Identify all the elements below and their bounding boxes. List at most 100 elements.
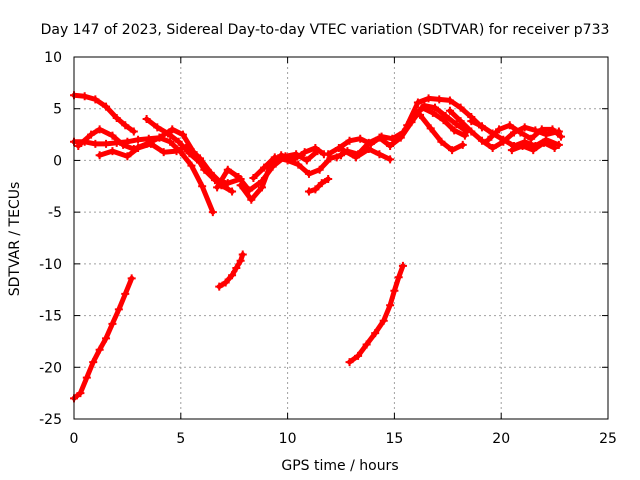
data-point	[178, 130, 187, 139]
data-point	[95, 345, 104, 354]
series-arc-1	[70, 91, 138, 136]
y-axis-label: SDTVAR / TECUs	[7, 182, 23, 297]
y-tick-label: -5	[48, 205, 62, 221]
data-point	[379, 316, 388, 325]
data-point	[163, 129, 172, 138]
data-point	[270, 153, 279, 162]
data-point	[300, 148, 309, 157]
data-point	[375, 133, 384, 142]
data-point	[351, 153, 360, 162]
data-point	[413, 98, 422, 107]
data-point	[108, 319, 117, 328]
data-point	[375, 150, 384, 159]
series-arc-7	[236, 144, 328, 204]
data-point	[215, 282, 224, 291]
data-point	[127, 274, 136, 283]
series-arc-17	[484, 121, 566, 144]
data-point	[223, 165, 232, 174]
data-point	[505, 121, 514, 130]
x-tick-label: 25	[599, 431, 617, 447]
data-point	[537, 125, 546, 134]
data-point	[339, 146, 348, 155]
data-point	[134, 144, 143, 153]
data-point	[108, 131, 117, 140]
data-point	[228, 187, 237, 196]
data-point	[557, 132, 566, 141]
data-point	[102, 102, 111, 111]
data-point	[174, 137, 183, 146]
data-point	[102, 139, 111, 148]
data-point	[529, 146, 538, 155]
x-tick-label: 10	[279, 431, 297, 447]
data-point	[119, 140, 128, 149]
data-point	[484, 135, 493, 144]
data-point	[396, 133, 405, 142]
data-point	[257, 183, 266, 192]
data-point	[334, 144, 343, 153]
data-point	[426, 124, 435, 133]
data-point	[437, 137, 446, 146]
data-point	[364, 145, 373, 154]
data-point	[390, 286, 399, 295]
data-point	[371, 329, 380, 338]
data-point	[554, 140, 563, 149]
data-point	[550, 144, 559, 153]
data-point	[221, 278, 230, 287]
data-point	[208, 208, 217, 217]
data-point	[452, 120, 461, 129]
data-point	[354, 351, 363, 360]
data-point	[403, 121, 412, 130]
data-point	[213, 183, 222, 192]
data-point	[345, 136, 354, 145]
data-point	[304, 187, 313, 196]
x-axis-label: GPS time / hours	[281, 458, 398, 474]
series-arc-13	[403, 94, 486, 132]
data-point	[142, 115, 151, 124]
data-point	[467, 127, 476, 136]
y-tick-label: 5	[53, 102, 62, 118]
data-point	[82, 373, 91, 382]
data-point	[123, 152, 132, 161]
data-point	[168, 125, 177, 134]
data-point	[386, 301, 395, 310]
data-point	[87, 130, 96, 139]
data-point	[439, 116, 448, 125]
x-tick-label: 15	[385, 431, 403, 447]
data-point	[206, 169, 215, 178]
data-point	[424, 94, 433, 103]
data-point	[435, 95, 444, 104]
series-arc-12	[339, 145, 395, 164]
data-point	[146, 139, 155, 148]
y-tick-labels: -25 -20 -15 -10 -5 0 5 10	[39, 50, 62, 428]
data-point	[95, 125, 104, 134]
y-tick-label: -20	[39, 360, 62, 376]
data-point	[324, 175, 333, 184]
data-point	[236, 256, 245, 265]
series-line	[71, 275, 135, 401]
data-point	[516, 128, 525, 137]
data-point	[166, 137, 175, 146]
data-point	[324, 150, 333, 159]
x-tick-labels: 0 5 10 15 20 25	[70, 431, 617, 447]
data-point	[495, 125, 504, 134]
data-point	[548, 125, 557, 134]
x-tick-label: 0	[70, 431, 79, 447]
data-point	[134, 135, 143, 144]
data-point	[121, 121, 130, 130]
series-arc-20	[215, 250, 247, 291]
y-tick-label: -25	[39, 412, 62, 428]
data-point	[458, 140, 467, 149]
data-point	[76, 389, 85, 398]
data-point	[91, 95, 100, 104]
data-point	[112, 114, 121, 123]
data-point	[416, 110, 425, 119]
data-point	[185, 149, 194, 158]
data-point	[477, 122, 486, 131]
data-point	[196, 158, 205, 167]
data-point	[89, 358, 98, 367]
series-arc-19	[70, 274, 136, 403]
data-point	[238, 250, 247, 259]
data-point	[445, 106, 454, 115]
